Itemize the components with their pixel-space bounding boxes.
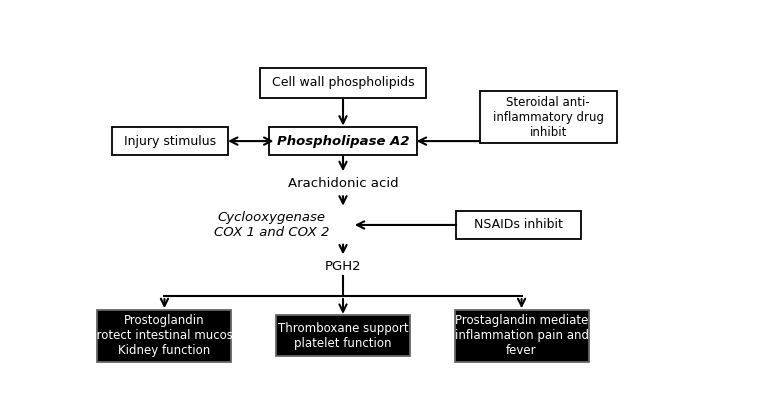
- Text: Steroidal anti-
inflammatory drug
inhibit: Steroidal anti- inflammatory drug inhibi…: [493, 96, 604, 139]
- Text: Arachidonic acid: Arachidonic acid: [288, 177, 399, 190]
- Text: NSAIDs inhibit: NSAIDs inhibit: [474, 219, 563, 231]
- Text: Prostoglandin
protect intestinal mucosa
Kidney function: Prostoglandin protect intestinal mucosa …: [89, 314, 240, 357]
- FancyBboxPatch shape: [98, 309, 231, 362]
- Text: PGH2: PGH2: [325, 260, 361, 272]
- Text: Cyclooxygenase
COX 1 and COX 2: Cyclooxygenase COX 1 and COX 2: [214, 211, 329, 239]
- Text: Prostaglandin mediate
inflammation pain and
fever: Prostaglandin mediate inflammation pain …: [455, 314, 588, 357]
- FancyBboxPatch shape: [260, 67, 426, 97]
- FancyBboxPatch shape: [112, 127, 228, 155]
- Text: Injury stimulus: Injury stimulus: [124, 134, 217, 148]
- FancyBboxPatch shape: [455, 309, 588, 362]
- FancyBboxPatch shape: [480, 91, 617, 143]
- Text: Thromboxane support
platelet function: Thromboxane support platelet function: [278, 322, 409, 350]
- Text: Phospholipase A2: Phospholipase A2: [276, 134, 409, 148]
- FancyBboxPatch shape: [269, 127, 418, 155]
- FancyBboxPatch shape: [276, 315, 410, 356]
- FancyBboxPatch shape: [456, 211, 581, 239]
- Text: Cell wall phospholipids: Cell wall phospholipids: [272, 76, 414, 89]
